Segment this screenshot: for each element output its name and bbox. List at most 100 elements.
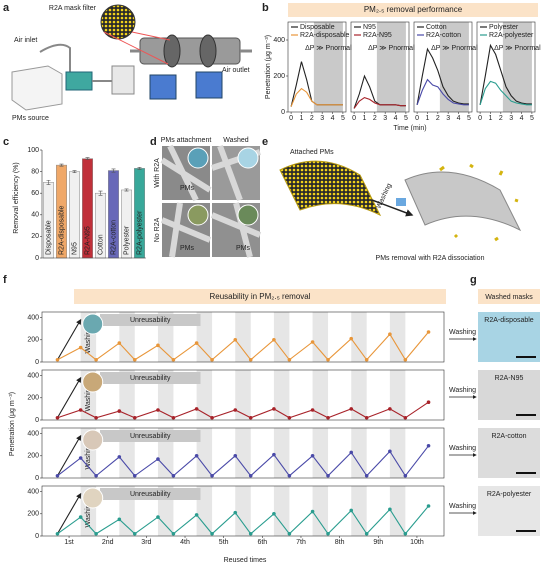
annotation: PMs removal with R2A dissociation (376, 255, 485, 262)
unreusable-band (99, 314, 201, 326)
x-tick-label: 0 (415, 115, 419, 122)
pm-source-box (11, 65, 63, 111)
shaded-region (376, 22, 406, 112)
x-tick-label: 5 (404, 115, 408, 122)
point (388, 332, 392, 337)
chart-title: Reusability in PM₂.₅ removal (209, 292, 310, 301)
point (132, 357, 137, 362)
annotation: Unreusability (130, 317, 171, 324)
x-tick-label: 4 (394, 115, 398, 122)
point (388, 449, 392, 454)
pm-label: PMs (236, 245, 251, 252)
point (194, 341, 199, 345)
inset (187, 147, 209, 169)
washing-band (235, 312, 251, 362)
point (194, 513, 199, 517)
washing-band (312, 312, 329, 362)
arrow-label: Washing (449, 329, 476, 336)
filter-ring (199, 34, 217, 68)
unreusable-band (99, 488, 201, 500)
x-tick-label: 3rd (141, 539, 151, 546)
plot-frame (41, 485, 445, 537)
x-tick-label: 1 (489, 115, 493, 122)
point (364, 415, 369, 420)
point (78, 515, 83, 519)
panel-label: b (262, 2, 269, 14)
point (94, 357, 98, 362)
series-line (56, 318, 82, 361)
filter-holder (139, 37, 241, 65)
x-tick-label: 1st (64, 539, 73, 546)
x-tick-label: 3 (320, 115, 324, 122)
point (171, 357, 176, 362)
x-tick-label: 0 (478, 115, 482, 122)
washing-band (312, 370, 329, 420)
plot-frame (41, 369, 445, 421)
sample-inset (82, 429, 104, 451)
point (233, 453, 238, 458)
y-tick-label: 400 (273, 37, 285, 44)
point (248, 473, 253, 478)
legend-label: R2A-cotton (426, 32, 461, 39)
water-icon (396, 198, 406, 206)
y-tick-label: 0 (281, 109, 285, 116)
y-axis-label: Removal efficiency (%) (13, 162, 20, 233)
annotation: Washing (85, 500, 92, 527)
point (326, 357, 330, 362)
plot-frame (41, 311, 445, 363)
y-tick-label: 400 (27, 372, 39, 379)
point (210, 531, 214, 536)
error-bar (59, 163, 64, 167)
point (310, 453, 315, 458)
point (171, 531, 176, 536)
x-tick-label: 2 (499, 115, 503, 122)
x-tick-label: 4 (331, 115, 335, 122)
series-line (290, 87, 343, 107)
series-line (416, 78, 469, 106)
arrow-label: Washing (449, 445, 476, 452)
zoom-line (103, 31, 169, 65)
error-bar (98, 190, 103, 196)
plot-frame (287, 21, 347, 113)
plot-frame (41, 427, 445, 479)
x-tick-label: 8th (335, 539, 345, 546)
sample-label: R2A-cotton (491, 433, 526, 440)
point (326, 531, 330, 536)
sample-label: R2A-disposable (484, 317, 534, 324)
annotation: ΔP ≫ Pnormal (431, 45, 478, 52)
outlet-label: Air outlet (222, 67, 250, 74)
y-tick-label: 60 (31, 190, 39, 197)
y-tick-label: 200 (27, 511, 39, 518)
point (117, 409, 122, 413)
point (117, 341, 122, 345)
setup-diagram: R2A mask filter Air inlet PMs source Air… (11, 4, 252, 122)
series-line (56, 434, 82, 477)
sample-inset (82, 487, 104, 509)
legend-label: R2A-N95 (363, 32, 392, 39)
panel-label: f (3, 274, 7, 286)
row-label: With R2A (154, 158, 161, 188)
panel-label: a (3, 2, 10, 14)
point (233, 337, 238, 342)
y-tick-label: 400 (27, 430, 39, 437)
annotation: Washing (375, 182, 393, 210)
pm-label: PMs (180, 245, 195, 252)
sample-inset (82, 313, 104, 335)
x-axis-label: Time (min) (393, 125, 426, 132)
point (364, 473, 369, 478)
released-pms (439, 163, 519, 242)
point (287, 415, 292, 420)
fabric-washed (404, 171, 522, 232)
mask-image (478, 428, 540, 478)
error-bar (72, 170, 77, 173)
point (132, 531, 137, 536)
x-tick-label: 5 (341, 115, 345, 122)
point (117, 517, 122, 522)
legend-label: R2A-disposable (300, 32, 350, 39)
legend-label: Polyester (489, 24, 519, 31)
legend-label: Cotton (426, 24, 447, 31)
x-tick-label: 5 (467, 115, 471, 122)
x-tick-label: 0 (289, 115, 293, 122)
